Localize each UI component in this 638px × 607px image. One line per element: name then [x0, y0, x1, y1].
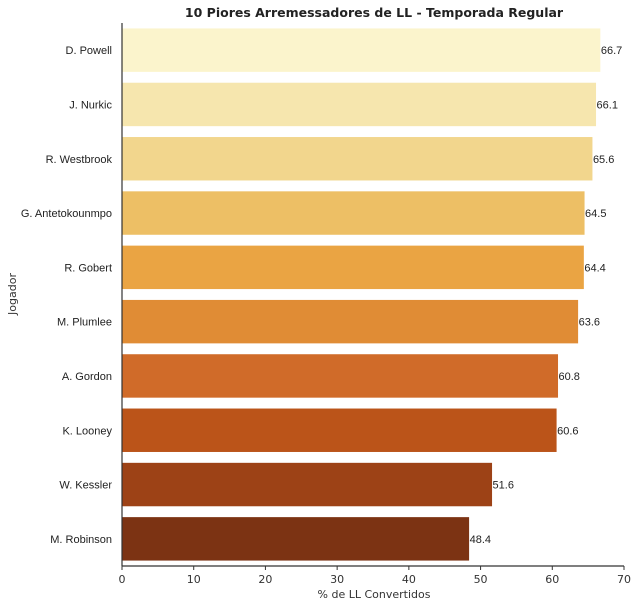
category-label-5: M. Plumlee: [57, 317, 112, 329]
bar-6: [122, 354, 559, 398]
value-labels-group: 66.7 66.1 65.6 64.5 64.4 63.6 60.8 60.6 51.6 48.4: [470, 45, 623, 546]
value-label-7: 60.6: [557, 425, 578, 437]
bar-2: [122, 137, 593, 181]
x-tick-label-5: 50: [474, 573, 488, 586]
value-label-2: 65.6: [593, 154, 614, 166]
category-labels-group: D. Powell J. Nurkic R. Westbrook G. Antetok…: [21, 45, 113, 546]
value-label-6: 60.8: [559, 371, 580, 383]
chart-title: 10 Piores Arremessadores de LL - Tempora…: [185, 5, 564, 20]
value-label-3: 64.5: [585, 208, 606, 220]
category-label-3: G. Antetokounmpo: [21, 208, 112, 220]
x-tick-label-3: 30: [330, 573, 344, 586]
bar-4: [122, 245, 584, 290]
value-label-1: 66.1: [597, 99, 618, 111]
x-tick-label-6: 60: [545, 573, 559, 586]
category-label-6: A. Gordon: [62, 371, 112, 383]
value-label-9: 48.4: [470, 534, 491, 546]
bar-1: [122, 82, 597, 127]
bar-3: [122, 191, 585, 235]
category-label-9: M. Robinson: [50, 534, 112, 546]
category-label-7: K. Looney: [62, 425, 112, 437]
category-label-1: J. Nurkic: [69, 99, 112, 111]
x-tick-label-1: 10: [187, 573, 201, 586]
category-label-2: R. Westbrook: [46, 154, 113, 166]
x-ticks-group: 0 10 20 30 40 50 60 70: [119, 566, 631, 586]
bar-5: [122, 299, 579, 344]
bars-group: [122, 28, 601, 561]
x-tick-label-4: 40: [402, 573, 416, 586]
value-label-4: 64.4: [584, 262, 605, 274]
category-label-4: R. Gobert: [64, 262, 112, 274]
value-label-0: 66.7: [601, 45, 622, 57]
x-tick-label-2: 20: [258, 573, 272, 586]
category-label-0: D. Powell: [66, 45, 112, 57]
x-tick-label-7: 70: [617, 573, 631, 586]
y-axis-label: Jogador: [6, 273, 19, 316]
value-label-5: 63.6: [579, 317, 600, 329]
x-tick-label-0: 0: [119, 573, 126, 586]
bar-0: [122, 28, 601, 72]
bar-7: [122, 408, 557, 452]
bar-8: [122, 462, 493, 507]
value-label-8: 51.6: [493, 480, 514, 492]
category-label-8: W. Kessler: [59, 480, 112, 492]
x-axis-label: % de LL Convertidos: [318, 588, 431, 601]
bar-9: [122, 517, 470, 561]
